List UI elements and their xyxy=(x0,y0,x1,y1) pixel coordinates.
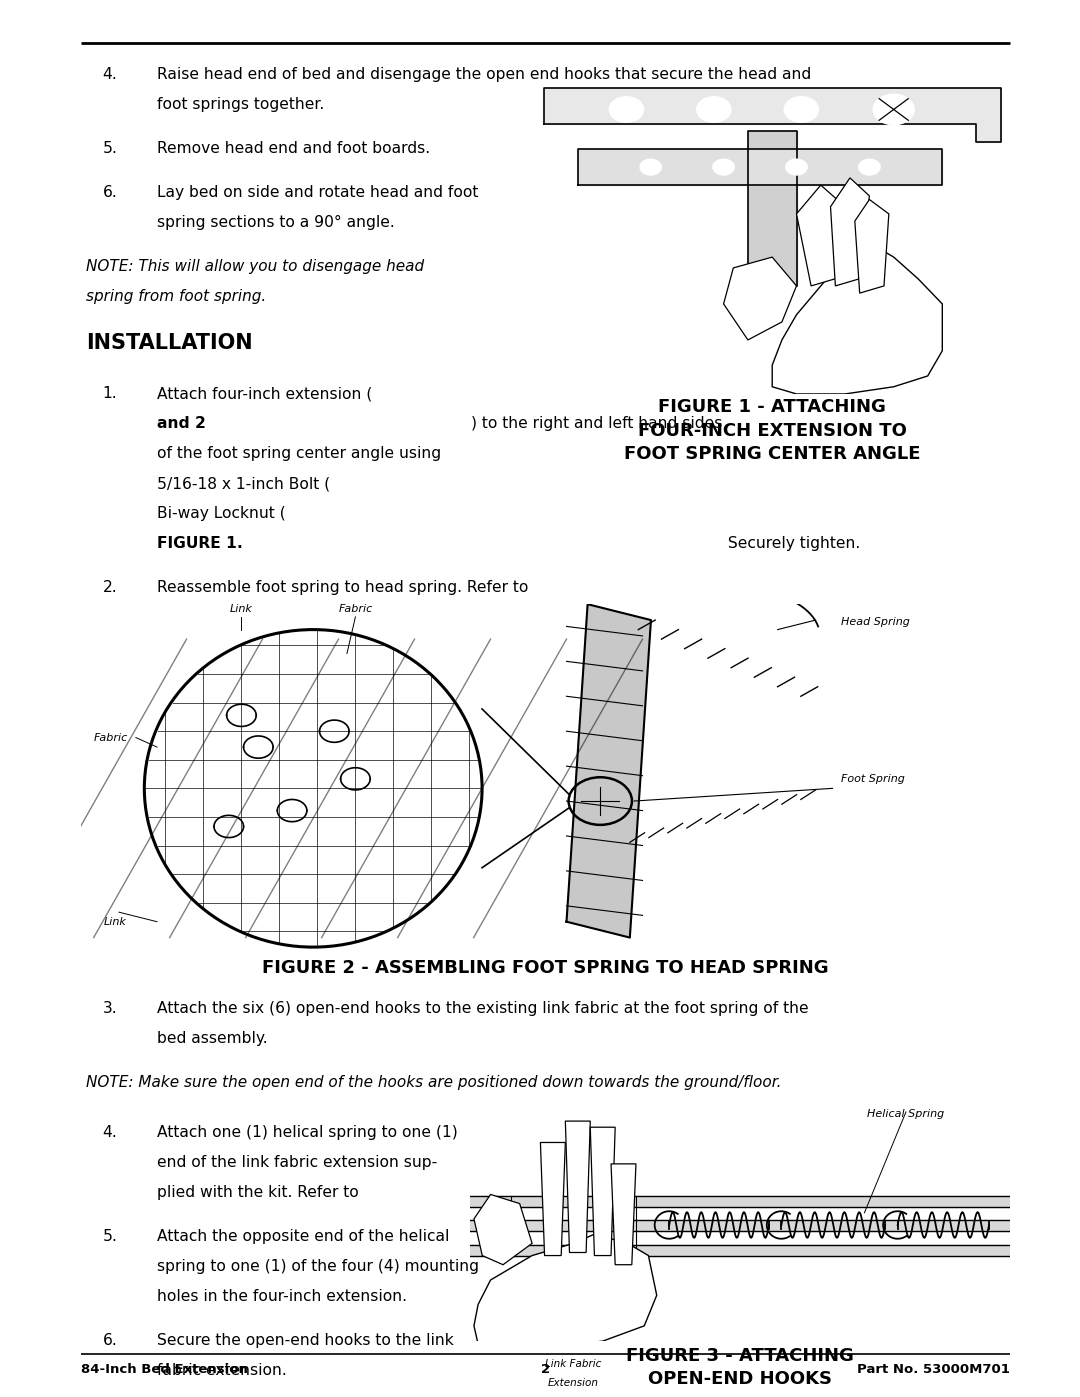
Circle shape xyxy=(874,95,914,124)
Polygon shape xyxy=(855,200,889,293)
Text: Remove head end and foot boards.: Remove head end and foot boards. xyxy=(157,141,430,156)
Text: Attach the six (6) open-end hooks to the existing link fabric at the foot spring: Attach the six (6) open-end hooks to the… xyxy=(157,1000,808,1016)
Text: bed assembly.: bed assembly. xyxy=(157,1031,267,1046)
Text: Extension: Extension xyxy=(549,1377,599,1387)
Text: 5.: 5. xyxy=(103,1228,118,1243)
Text: of the foot spring center angle using: of the foot spring center angle using xyxy=(157,446,441,461)
Text: Link: Link xyxy=(104,916,126,926)
Text: Reassemble foot spring to head spring. Refer to: Reassemble foot spring to head spring. R… xyxy=(157,580,532,595)
Polygon shape xyxy=(565,1120,591,1253)
Polygon shape xyxy=(591,1127,616,1256)
Text: 2: 2 xyxy=(541,1362,550,1376)
Text: FIGURE 2 - ASSEMBLING FOOT SPRING TO HEAD SPRING: FIGURE 2 - ASSEMBLING FOOT SPRING TO HEA… xyxy=(262,958,828,977)
Polygon shape xyxy=(772,243,942,394)
Polygon shape xyxy=(831,177,869,286)
Text: Securely tighten.: Securely tighten. xyxy=(723,536,860,552)
Text: ) to the right and left hand sides: ) to the right and left hand sides xyxy=(471,416,723,432)
Text: 84-Inch Bed Extension: 84-Inch Bed Extension xyxy=(81,1362,248,1376)
Polygon shape xyxy=(544,88,1000,142)
Text: Secure the open-end hooks to the link: Secure the open-end hooks to the link xyxy=(157,1333,454,1348)
Text: Fabric: Fabric xyxy=(338,604,373,613)
Text: Attach one (1) helical spring to one (1): Attach one (1) helical spring to one (1) xyxy=(157,1125,457,1140)
Circle shape xyxy=(786,159,807,175)
Polygon shape xyxy=(470,1221,1010,1231)
Text: Helical Spring: Helical Spring xyxy=(867,1109,945,1119)
Polygon shape xyxy=(611,1164,636,1264)
Circle shape xyxy=(859,159,880,175)
Polygon shape xyxy=(470,1245,1010,1256)
Text: FIGURE 1.: FIGURE 1. xyxy=(157,536,243,552)
Polygon shape xyxy=(474,1194,532,1264)
Polygon shape xyxy=(540,1143,565,1256)
Circle shape xyxy=(609,96,644,122)
Text: INSTALLATION: INSTALLATION xyxy=(86,332,253,353)
Text: Raise head end of bed and disengage the open end hooks that secure the head and: Raise head end of bed and disengage the … xyxy=(157,67,811,82)
Text: 4.: 4. xyxy=(103,1125,118,1140)
Polygon shape xyxy=(474,1234,657,1351)
Text: FIGURE 1 - ATTACHING
FOUR-INCH EXTENSION TO
FOOT SPRING CENTER ANGLE: FIGURE 1 - ATTACHING FOUR-INCH EXTENSION… xyxy=(624,398,920,464)
Text: fabric extension.: fabric extension. xyxy=(157,1362,286,1377)
Polygon shape xyxy=(567,604,651,937)
Text: Fabric: Fabric xyxy=(94,732,127,743)
Text: Head Spring: Head Spring xyxy=(841,617,909,627)
Text: plied with the kit. Refer to: plied with the kit. Refer to xyxy=(157,1185,363,1200)
Polygon shape xyxy=(748,131,797,286)
Text: Link Fabric: Link Fabric xyxy=(545,1359,602,1369)
Text: Link: Link xyxy=(230,604,253,613)
Text: 6.: 6. xyxy=(103,186,118,200)
Polygon shape xyxy=(724,257,797,339)
Text: Bi-way Locknut (: Bi-way Locknut ( xyxy=(157,506,285,521)
Text: spring sections to a 90° angle.: spring sections to a 90° angle. xyxy=(157,215,394,231)
Text: and 2: and 2 xyxy=(157,416,205,432)
Polygon shape xyxy=(797,184,846,286)
Text: 3.: 3. xyxy=(103,1000,118,1016)
Text: Attach four-inch extension (: Attach four-inch extension ( xyxy=(157,386,372,401)
Text: Part No. 53000M701: Part No. 53000M701 xyxy=(856,1362,1010,1376)
Text: 5.: 5. xyxy=(103,141,118,156)
Text: Foot Spring: Foot Spring xyxy=(841,774,905,784)
Polygon shape xyxy=(470,1196,1010,1207)
Circle shape xyxy=(784,96,819,122)
Text: holes in the four-inch extension.: holes in the four-inch extension. xyxy=(157,1288,406,1303)
Polygon shape xyxy=(578,149,942,184)
Text: 4.: 4. xyxy=(103,67,118,82)
Text: end of the link fabric extension sup-: end of the link fabric extension sup- xyxy=(157,1154,436,1169)
Circle shape xyxy=(713,159,734,175)
Text: Lay bed on side and rotate head and foot: Lay bed on side and rotate head and foot xyxy=(157,186,478,200)
Text: 5/16-18 x 1-inch Bolt (: 5/16-18 x 1-inch Bolt ( xyxy=(157,476,329,492)
Circle shape xyxy=(697,96,731,122)
Text: spring to one (1) of the four (4) mounting: spring to one (1) of the four (4) mounti… xyxy=(157,1259,478,1274)
Text: spring from foot spring.: spring from foot spring. xyxy=(86,289,267,305)
Text: 6.: 6. xyxy=(103,1333,118,1348)
Text: foot springs together.: foot springs together. xyxy=(157,98,324,112)
Text: Attach the opposite end of the helical: Attach the opposite end of the helical xyxy=(157,1228,449,1243)
Circle shape xyxy=(640,159,661,175)
Text: NOTE: This will allow you to disengage head: NOTE: This will allow you to disengage h… xyxy=(86,260,424,274)
Text: FIGURE 3 - ATTACHING
OPEN-END HOOKS: FIGURE 3 - ATTACHING OPEN-END HOOKS xyxy=(626,1347,853,1389)
Text: 1.: 1. xyxy=(103,386,118,401)
Text: NOTE: Make sure the open end of the hooks are positioned down towards the ground: NOTE: Make sure the open end of the hook… xyxy=(86,1074,782,1090)
Text: 2.: 2. xyxy=(103,580,118,595)
